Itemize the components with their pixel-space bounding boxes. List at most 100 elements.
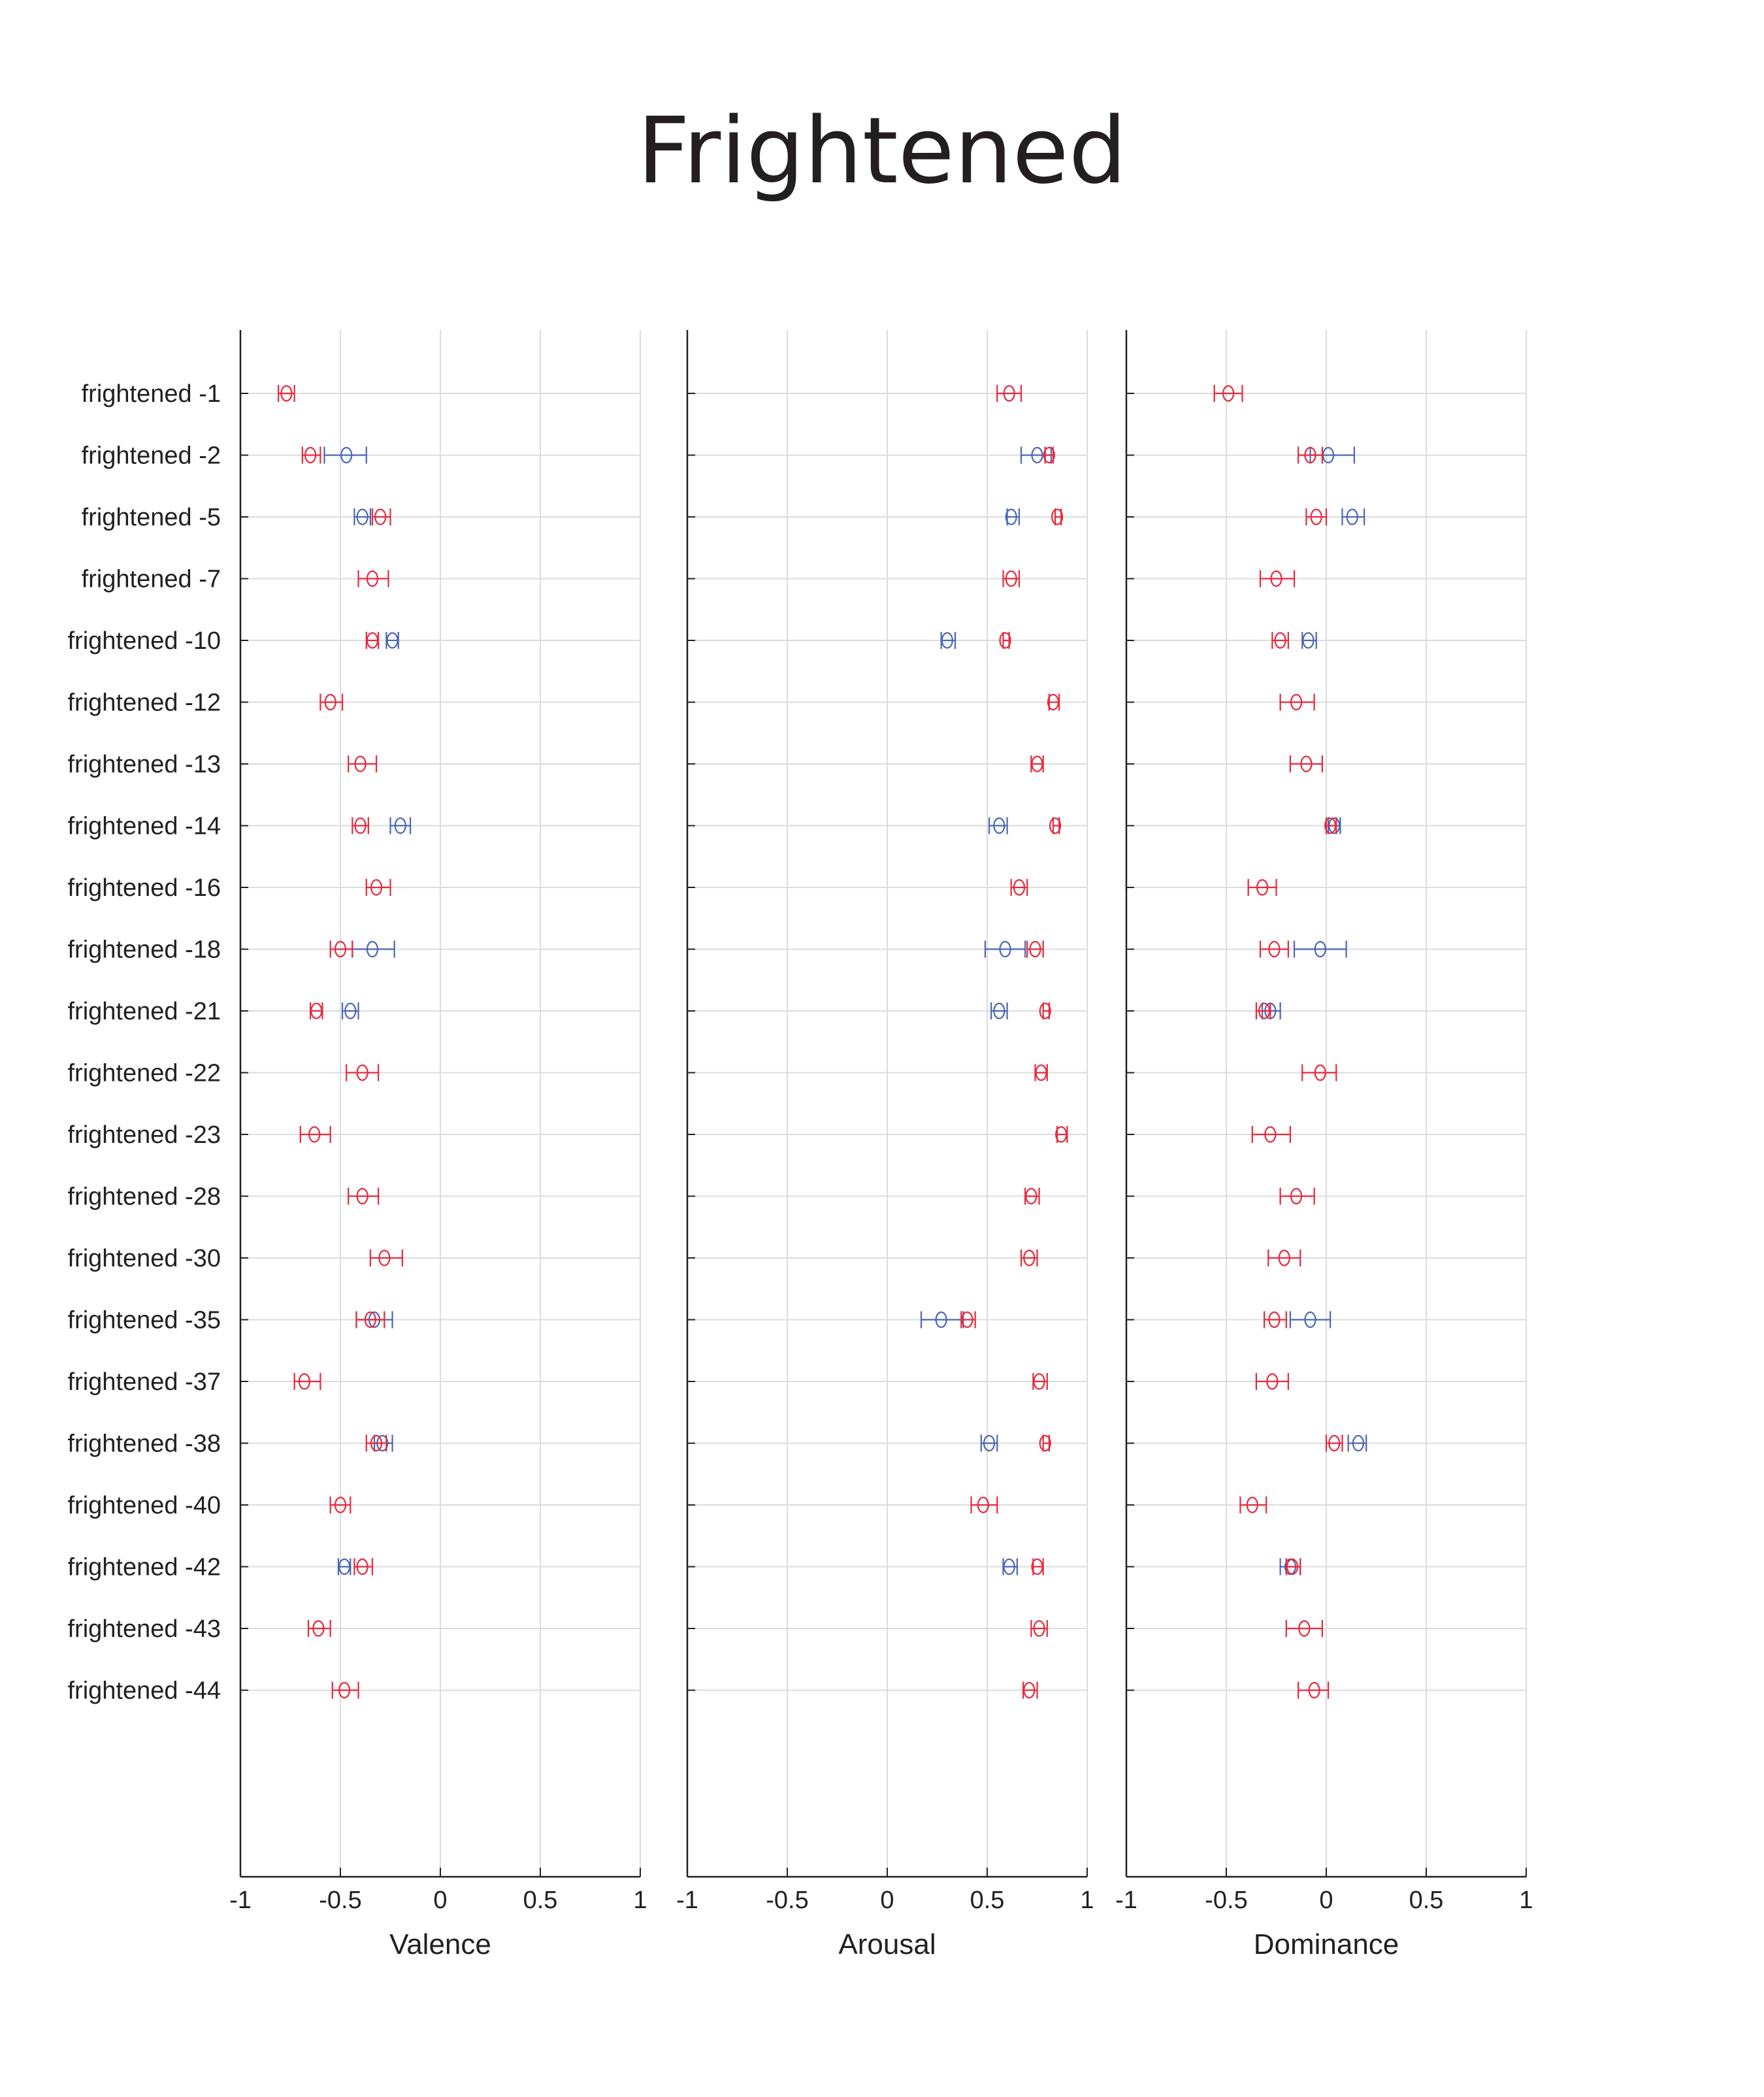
panels: -1 -0.5 0 0.5 1 Valence -1 -0.5 0 0.5 1 Arousal -1 -0… xyxy=(229,330,1533,1960)
mean-marker xyxy=(1290,693,1303,711)
errorbar-red xyxy=(1259,940,1289,958)
mean-marker xyxy=(1310,508,1322,525)
mean-marker xyxy=(993,817,1005,834)
mean-marker xyxy=(1302,632,1315,649)
x-axis-title: Arousal xyxy=(838,1928,936,1960)
mean-marker xyxy=(935,1311,947,1329)
errorbar-red xyxy=(1279,693,1315,711)
errorbar-red xyxy=(365,632,380,649)
row-label: frightened -13 xyxy=(68,751,221,778)
mean-marker xyxy=(394,817,406,834)
mean-marker xyxy=(366,632,379,649)
errorbar-blue xyxy=(940,632,956,649)
mean-marker xyxy=(1023,1681,1036,1699)
mean-marker xyxy=(1222,385,1235,402)
mean-marker xyxy=(1328,1434,1341,1452)
x-tick-label: 0 xyxy=(880,1887,894,1914)
errorbar-blue xyxy=(988,817,1008,834)
mean-marker xyxy=(1039,1002,1051,1019)
errorbar-red xyxy=(1039,1434,1051,1452)
errorbar-red xyxy=(1298,1681,1330,1699)
errorbar-red xyxy=(307,1620,331,1637)
mean-marker xyxy=(1266,1373,1279,1390)
mean-marker xyxy=(999,940,1011,958)
x-tick-label: 0.5 xyxy=(1409,1887,1444,1914)
row-labels: frightened -1 frightened -2 frightened -5 f… xyxy=(68,380,221,1705)
errorbar-blue xyxy=(920,1311,964,1329)
mean-marker xyxy=(354,755,367,772)
row-label: frightened -1 xyxy=(82,380,221,408)
mean-marker xyxy=(1304,1311,1316,1329)
errorbar-blue xyxy=(1347,1434,1367,1452)
mean-marker xyxy=(999,632,1011,649)
row-label: frightened -38 xyxy=(68,1430,221,1458)
errorbar-red xyxy=(348,755,378,772)
mean-marker xyxy=(324,693,336,711)
errorbar-red xyxy=(1043,446,1055,464)
mean-marker xyxy=(1246,1496,1258,1513)
row-label: frightened -43 xyxy=(68,1615,221,1643)
mean-marker xyxy=(1047,693,1060,711)
mean-marker xyxy=(334,1496,347,1513)
mean-marker xyxy=(310,1002,323,1019)
mean-marker xyxy=(1005,570,1017,587)
errorbar-red xyxy=(1010,879,1028,896)
row-label: frightened -7 xyxy=(82,566,221,593)
mean-marker xyxy=(280,385,293,402)
row-label: frightened -30 xyxy=(68,1245,221,1272)
errorbar-red xyxy=(301,446,321,464)
x-tick-label: -1 xyxy=(1115,1887,1137,1914)
errorbar-red xyxy=(278,385,295,402)
x-tick-label: -0.5 xyxy=(766,1887,808,1914)
mean-marker xyxy=(1023,1249,1036,1266)
errorbar-red xyxy=(1049,817,1062,834)
mean-marker xyxy=(1031,446,1043,464)
mean-marker xyxy=(356,1064,368,1082)
row-label: frightened -37 xyxy=(68,1368,221,1396)
row-label: frightened -35 xyxy=(68,1307,221,1334)
mean-marker xyxy=(374,508,387,525)
errorbar-blue xyxy=(385,632,399,649)
errorbar-red xyxy=(1324,817,1337,834)
errorbar-red xyxy=(1213,385,1243,402)
mean-marker xyxy=(1300,755,1313,772)
errorbar-red xyxy=(1026,940,1044,958)
errorbar-red xyxy=(996,385,1022,402)
row-label: frightened -10 xyxy=(68,627,221,655)
errorbar-red xyxy=(1032,1373,1048,1390)
row-label: frightened -14 xyxy=(68,813,221,840)
panel-dominance: -1 -0.5 0 0.5 1 Dominance xyxy=(1115,330,1533,1960)
errorbar-red xyxy=(353,1558,374,1576)
panel-valence: -1 -0.5 0 0.5 1 Valence xyxy=(229,330,647,1960)
x-tick-label: -1 xyxy=(229,1887,252,1914)
mean-marker xyxy=(1049,817,1062,834)
errorbar-red xyxy=(1047,693,1060,711)
mean-marker xyxy=(1264,1126,1277,1143)
errorbar-blue xyxy=(323,446,367,464)
x-tick-label: -1 xyxy=(676,1887,698,1914)
errorbar-red xyxy=(369,1249,403,1266)
mean-marker xyxy=(312,1620,325,1637)
mean-marker xyxy=(1031,1558,1043,1576)
errorbar-blue xyxy=(1002,1558,1019,1576)
errorbar-red xyxy=(1289,755,1323,772)
x-tick-label: 1 xyxy=(1519,1887,1533,1914)
errorbar-red xyxy=(1055,1126,1068,1143)
mean-marker xyxy=(983,1434,996,1452)
mean-marker xyxy=(354,817,367,834)
errorbar-red xyxy=(970,1496,998,1513)
mean-marker xyxy=(1003,1558,1015,1576)
errorbar-red xyxy=(1030,1620,1048,1637)
mean-marker xyxy=(1314,1064,1326,1082)
errorbar-red xyxy=(329,1496,351,1513)
mean-marker xyxy=(1270,570,1282,587)
mean-marker xyxy=(356,508,368,525)
errorbar-red xyxy=(365,879,391,896)
mean-marker xyxy=(1003,385,1015,402)
mean-marker xyxy=(1308,1681,1320,1699)
mean-marker xyxy=(298,1373,311,1390)
mean-marker xyxy=(370,1434,383,1452)
errorbar-blue xyxy=(1293,940,1347,958)
mean-marker xyxy=(1055,1126,1068,1143)
errorbar-red xyxy=(1020,1249,1038,1266)
